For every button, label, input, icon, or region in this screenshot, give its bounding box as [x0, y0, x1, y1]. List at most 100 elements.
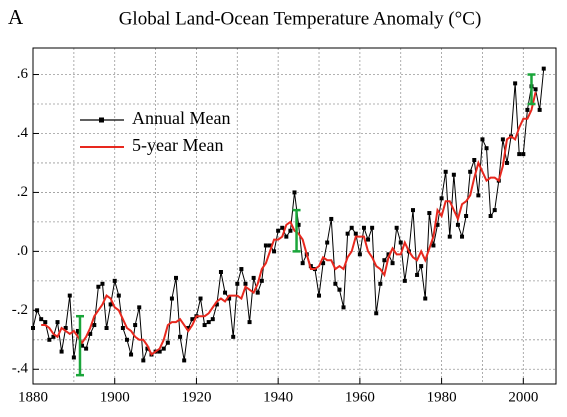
data-point [517, 152, 522, 157]
data-point [361, 225, 366, 230]
data-point [378, 281, 383, 286]
data-point [374, 311, 379, 316]
error-bar [527, 73, 536, 106]
data-point [488, 214, 493, 218]
data-point [267, 243, 272, 248]
data-point [169, 296, 174, 301]
x-tick-label: 1940 [263, 389, 293, 405]
data-point [227, 296, 232, 301]
x-tick-label: 1960 [345, 389, 375, 405]
data-point [71, 355, 76, 360]
data-point [325, 240, 330, 245]
data-point [280, 225, 285, 230]
data-point [296, 222, 301, 227]
data-point [337, 287, 342, 292]
x-tick-label: 1980 [427, 389, 457, 405]
data-point [537, 107, 542, 112]
data-point [145, 346, 150, 351]
data-point [116, 293, 121, 298]
data-point [398, 240, 403, 245]
data-point [525, 107, 530, 112]
data-point [174, 275, 179, 280]
data-point [317, 293, 322, 298]
data-point [141, 358, 146, 363]
data-point [92, 323, 97, 328]
data-point [35, 308, 40, 313]
data-point [521, 152, 526, 157]
data-point [443, 169, 448, 174]
data-point [129, 352, 134, 357]
data-point [419, 264, 424, 269]
chart-title: Global Land-Ocean Temperature Anomaly (°… [119, 8, 482, 29]
data-point [460, 234, 465, 239]
data-point [96, 284, 101, 289]
data-point [182, 358, 187, 363]
data-point [435, 222, 440, 227]
data-point [447, 234, 452, 239]
data-point [206, 320, 211, 325]
x-tick-label: 2000 [508, 389, 538, 405]
x-tick-label: 1880 [18, 389, 48, 405]
data-point [157, 349, 162, 354]
data-point [198, 296, 203, 301]
data-point [464, 214, 469, 218]
data-point [300, 261, 305, 266]
data-point [366, 237, 371, 242]
error-bar [75, 314, 84, 377]
data-point [370, 225, 375, 230]
data-point [255, 290, 260, 295]
data-point [333, 281, 338, 286]
data-point [533, 87, 538, 92]
data-point [455, 222, 460, 227]
data-point [214, 302, 219, 307]
data-point [276, 228, 281, 233]
data-point [47, 337, 52, 342]
x-tick-label: 1900 [100, 389, 130, 405]
y-tick-label: .0 [17, 243, 28, 259]
data-point [468, 169, 473, 174]
panel-label: A [8, 5, 24, 29]
data-point [31, 326, 35, 330]
data-point [504, 160, 509, 165]
y-tick-label: -.4 [12, 361, 29, 377]
data-point [288, 228, 293, 233]
data-point [137, 305, 142, 310]
data-point [439, 196, 444, 201]
data-point [165, 340, 170, 345]
data-point [84, 346, 89, 351]
data-point [202, 323, 207, 328]
data-point [59, 349, 64, 354]
data-point [513, 81, 518, 86]
series-line [41, 91, 537, 357]
data-point [451, 172, 456, 177]
data-point [39, 317, 44, 322]
data-point [51, 334, 56, 339]
data-point [133, 323, 138, 328]
data-point [63, 326, 68, 330]
data-point [235, 281, 240, 286]
data-point [218, 270, 223, 274]
data-point [190, 317, 195, 322]
data-point [112, 278, 117, 283]
legend-label: Annual Mean [132, 108, 230, 128]
data-point [80, 343, 85, 348]
legend-marker [99, 117, 104, 123]
data-point [423, 296, 428, 301]
data-point [480, 137, 485, 142]
data-point [243, 281, 248, 286]
data-point [104, 326, 109, 330]
data-point [239, 267, 244, 272]
data-point [484, 146, 489, 151]
data-point [67, 293, 72, 298]
plot-frame [32, 47, 557, 385]
data-point [231, 334, 236, 339]
data-point [247, 320, 252, 325]
y-tick-label: .4 [17, 125, 29, 141]
data-point [124, 337, 129, 342]
data-point [341, 305, 346, 310]
data-point [500, 137, 505, 142]
data-point [178, 334, 183, 339]
legend-label: 5-year Mean [132, 135, 223, 155]
data-point [329, 216, 334, 221]
